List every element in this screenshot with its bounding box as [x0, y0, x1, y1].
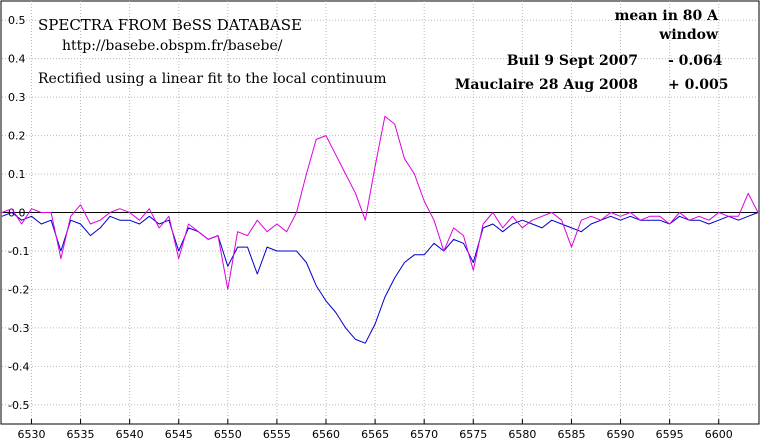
chart-subtitle: http://basebe.obspm.fr/basebe/ — [62, 38, 283, 54]
series-line-1 — [1, 212, 759, 344]
x-tick-label: 6570 — [410, 428, 438, 441]
chart-note: Rectified using a linear fit to the loca… — [38, 71, 387, 87]
y-tick-label: 0.1 — [8, 168, 26, 181]
x-tick-label: 6585 — [557, 428, 585, 441]
x-axis-ticks: 6530 6535 6540 6545 6550 6555 6560 6565 6570 6575… — [17, 419, 733, 441]
x-tick-label: 6545 — [165, 428, 193, 441]
y-tick-label: -0.4 — [8, 360, 29, 373]
x-tick-label: 6595 — [656, 428, 684, 441]
y-tick-label: -0.1 — [8, 245, 29, 258]
x-tick-label: 6565 — [361, 428, 389, 441]
x-tick-label: 6600 — [705, 428, 733, 441]
legend-series-1-name: Buil 9 Sept 2007 — [507, 53, 638, 69]
x-tick-label: 6535 — [67, 428, 95, 441]
y-tick-label: -0.2 — [8, 283, 29, 296]
x-tick-label: 6575 — [459, 428, 487, 441]
x-tick-label: 6540 — [116, 428, 144, 441]
y-tick-label: 0.4 — [8, 53, 26, 66]
x-tick-label: 6530 — [17, 428, 45, 441]
legend-series-2-mean: + 0.005 — [668, 77, 728, 93]
x-tick-label: 6560 — [312, 428, 340, 441]
series-line-2 — [1, 115, 759, 290]
series-group — [1, 115, 759, 344]
legend-series-2-name: Mauclaire 28 Aug 2008 — [455, 77, 638, 93]
y-tick-label: -0.5 — [8, 399, 29, 412]
x-tick-label: 6550 — [214, 428, 242, 441]
x-tick-label: 6555 — [263, 428, 291, 441]
y-tick-label: 0.3 — [8, 91, 26, 104]
y-axis-ticks: 0.50.40.30.20.10.0-0.1-0.2-0.3-0.4-0.5 — [8, 14, 29, 412]
y-tick-label: -0.3 — [8, 322, 29, 335]
y-tick-label: 0.2 — [8, 130, 26, 143]
legend-header-line-1: mean in 80 A — [615, 8, 720, 24]
x-tick-label: 6590 — [607, 428, 635, 441]
legend-header-line-2: window — [658, 27, 719, 43]
chart-title: SPECTRA FROM BeSS DATABASE — [38, 16, 302, 34]
x-tick-label: 6580 — [508, 428, 536, 441]
legend-series-1-mean: - 0.064 — [668, 53, 723, 69]
y-tick-label: 0.5 — [8, 14, 26, 27]
